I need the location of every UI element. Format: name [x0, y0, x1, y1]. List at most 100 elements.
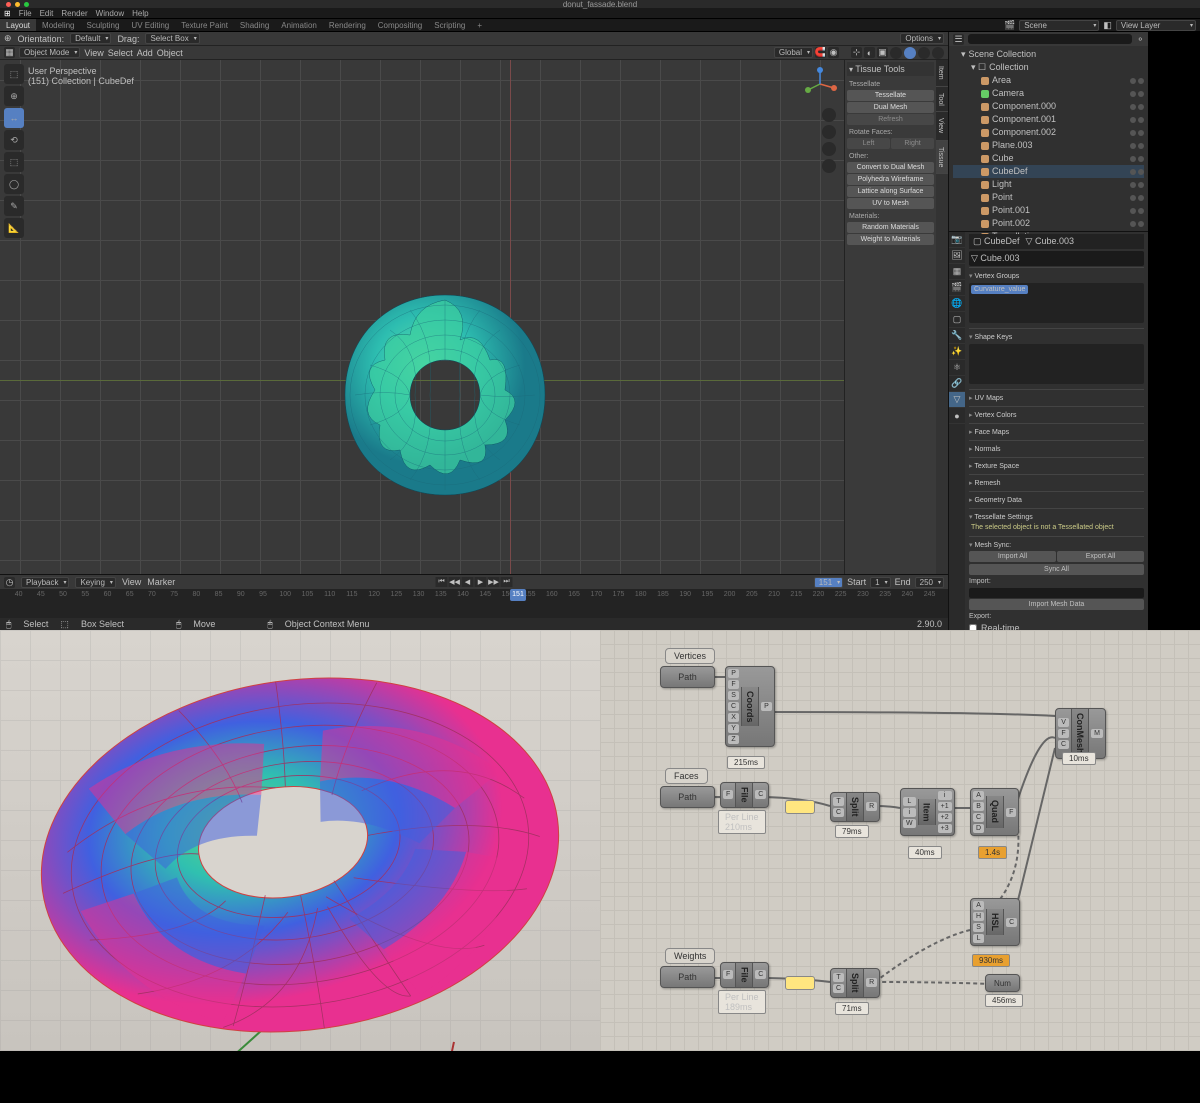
weight-mat-button[interactable]: Weight to Materials: [847, 234, 934, 245]
orientation-select[interactable]: Default: [70, 33, 111, 44]
gh-panel-1[interactable]: [785, 800, 815, 814]
import-path[interactable]: [969, 588, 1144, 598]
ol-item[interactable]: Camera: [953, 87, 1144, 100]
tab-texture[interactable]: Texture Paint: [175, 19, 234, 31]
menu-object[interactable]: Object: [157, 48, 183, 58]
random-mat-button[interactable]: Random Materials: [847, 222, 934, 233]
ptab-output[interactable]: 🖼: [949, 248, 965, 264]
end-frame[interactable]: 250: [915, 577, 944, 588]
ol-scene[interactable]: ▾Scene Collection: [953, 48, 1144, 61]
panel-tessellate[interactable]: Tessellate Settings: [969, 512, 1144, 522]
tool-cursor[interactable]: ⊕: [4, 86, 24, 106]
tab-compositing[interactable]: Compositing: [372, 19, 428, 31]
editor-type-icon[interactable]: ▦: [4, 47, 15, 58]
tab-rendering[interactable]: Rendering: [323, 19, 372, 31]
nav-gizmo[interactable]: [802, 66, 838, 102]
sync-all-button[interactable]: Sync All: [969, 564, 1144, 575]
min-dot[interactable]: [15, 2, 20, 7]
ptab-world[interactable]: 🌐: [949, 296, 965, 312]
tab-animation[interactable]: Animation: [275, 19, 323, 31]
outliner-search[interactable]: [968, 34, 1132, 44]
overlay-icon[interactable]: ◐: [864, 47, 875, 58]
ol-item[interactable]: CubeDef: [953, 165, 1144, 178]
xray-icon[interactable]: ▣: [877, 47, 888, 58]
tab-scripting[interactable]: Scripting: [428, 19, 471, 31]
shapekeys-list[interactable]: [969, 344, 1144, 384]
menu-edit[interactable]: Edit: [40, 9, 54, 18]
tab-shading[interactable]: Shading: [234, 19, 275, 31]
shading-wire-icon[interactable]: [890, 47, 902, 59]
tool-rotate[interactable]: ⟲: [4, 130, 24, 150]
tl-view[interactable]: View: [122, 577, 141, 587]
export-all-button[interactable]: Export All: [1057, 551, 1144, 562]
rot-right-button[interactable]: Right: [891, 138, 934, 149]
3d-viewport[interactable]: User Perspective(151) Collection | CubeD…: [0, 60, 948, 574]
import-all-button[interactable]: Import All: [969, 551, 1056, 562]
ol-item[interactable]: Point.002: [953, 217, 1144, 230]
camera-icon[interactable]: [822, 142, 836, 156]
ptab-scene[interactable]: 🎬: [949, 280, 965, 296]
drag-select[interactable]: Select Box: [145, 33, 199, 44]
menu-render[interactable]: Render: [61, 9, 87, 18]
ptab-view[interactable]: ▦: [949, 264, 965, 280]
gh-path-node-3[interactable]: Path: [660, 966, 715, 988]
menu-file[interactable]: File: [19, 9, 32, 18]
tab-uv[interactable]: UV Editing: [125, 19, 175, 31]
options-select[interactable]: Options: [900, 33, 944, 44]
menu-add[interactable]: Add: [137, 48, 153, 58]
tl-marker[interactable]: Marker: [147, 577, 175, 587]
play-rev-button[interactable]: ◀: [462, 577, 474, 587]
gh-path-node-2[interactable]: Path: [660, 786, 715, 808]
tessellate-button[interactable]: Tessellate: [847, 90, 934, 101]
zoom-icon[interactable]: [822, 108, 836, 122]
panel-vcolors[interactable]: Vertex Colors: [969, 410, 1144, 420]
next-key-button[interactable]: ▶▶: [488, 577, 500, 587]
tab-layout[interactable]: Layout: [0, 19, 36, 31]
realtime-check[interactable]: Real-time: [969, 622, 1144, 630]
mode-select[interactable]: Object Mode: [19, 47, 80, 58]
pan-icon[interactable]: [822, 125, 836, 139]
ntab-tissue[interactable]: Tissue: [936, 141, 948, 174]
tab-modeling[interactable]: Modeling: [36, 19, 80, 31]
gizmo-icon[interactable]: ⊹: [851, 47, 862, 58]
playhead[interactable]: 151: [510, 589, 526, 601]
timeline-editor-icon[interactable]: ◷: [4, 577, 15, 588]
uvmesh-button[interactable]: UV to Mesh: [847, 198, 934, 209]
panel-meshsync[interactable]: Mesh Sync:: [969, 540, 1144, 550]
prop-edit-icon[interactable]: ◉: [828, 47, 839, 58]
lattice-button[interactable]: Lattice along Surface: [847, 186, 934, 197]
grasshopper-canvas[interactable]: Vertices Path PFSCXYZ Coords P 215ms Fac…: [600, 630, 1200, 1051]
gh-split-node-1[interactable]: TCSplitR: [830, 792, 880, 822]
ol-item[interactable]: Component.002: [953, 126, 1144, 139]
ptab-constraint[interactable]: 🔗: [949, 376, 965, 392]
gh-path-node-1[interactable]: Path: [660, 666, 715, 688]
ol-item[interactable]: Light: [953, 178, 1144, 191]
tab-sculpting[interactable]: Sculpting: [81, 19, 126, 31]
donut-mesh[interactable]: [330, 280, 560, 510]
ol-item[interactable]: Component.000: [953, 100, 1144, 113]
gh-group-weights[interactable]: Weights: [665, 948, 715, 964]
jump-end-button[interactable]: ⏭: [501, 577, 513, 587]
cursor-icon[interactable]: ⊕: [4, 33, 12, 44]
gh-file-node-1[interactable]: FFileC: [720, 782, 769, 808]
persp-icon[interactable]: [822, 159, 836, 173]
dualmesh-button[interactable]: Dual Mesh: [847, 102, 934, 113]
gh-group-faces[interactable]: Faces: [665, 768, 708, 784]
ptab-object[interactable]: ▢: [949, 312, 965, 328]
panel-facemaps[interactable]: Face Maps: [969, 427, 1144, 437]
gh-panel-2[interactable]: [785, 976, 815, 990]
panel-normals[interactable]: Normals: [969, 444, 1144, 454]
filter-icon[interactable]: ⚬: [1136, 34, 1144, 45]
panel-shapekeys[interactable]: Shape Keys: [969, 332, 1144, 342]
ol-item[interactable]: Plane.003: [953, 139, 1144, 152]
gh-hsl-node[interactable]: AHSLHSLC: [970, 898, 1020, 946]
panel-geodata[interactable]: Geometry Data: [969, 495, 1144, 505]
tool-transform[interactable]: ◯: [4, 174, 24, 194]
tab-add[interactable]: +: [471, 19, 488, 31]
frame-ruler[interactable]: 4045505560657075808590951001051101151201…: [0, 589, 948, 600]
max-dot[interactable]: [24, 2, 29, 7]
tool-move[interactable]: ↔: [4, 108, 24, 128]
tool-scale[interactable]: ⬚: [4, 152, 24, 172]
ptab-physics[interactable]: ⚛: [949, 360, 965, 376]
ol-collection[interactable]: ▾ ☐Collection: [953, 61, 1144, 74]
